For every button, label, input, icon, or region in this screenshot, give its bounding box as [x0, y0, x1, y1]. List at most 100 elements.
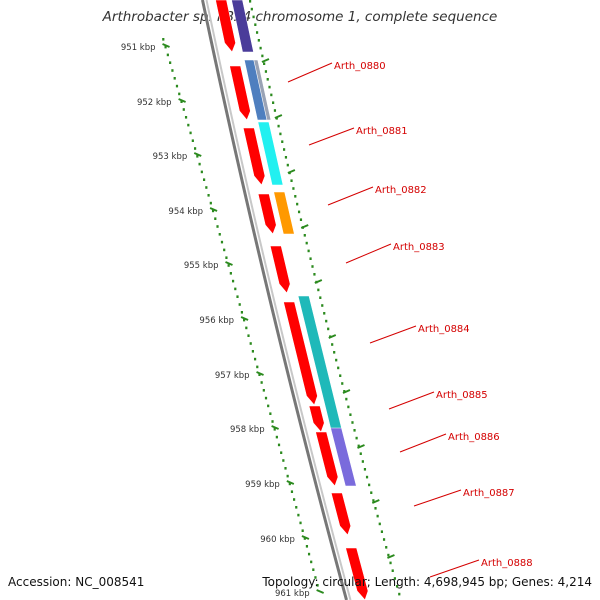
scale-dot	[264, 396, 268, 400]
feature-dot	[319, 296, 322, 299]
cds-arrow	[345, 547, 369, 600]
scale-dot	[196, 155, 199, 158]
feature-dot	[327, 327, 330, 331]
scale-dot	[301, 529, 304, 532]
feature-dot	[378, 522, 381, 526]
scale-dot	[314, 576, 317, 579]
feature-dot	[343, 390, 346, 393]
scale-dot	[251, 350, 254, 353]
feature-dot	[270, 93, 273, 97]
feature-dot	[380, 530, 384, 533]
feature-dot	[341, 382, 344, 385]
feature-tick	[287, 169, 296, 174]
accession-label: Accession: NC_008541	[8, 575, 145, 589]
scale-dot	[175, 84, 179, 88]
feature-dot	[313, 273, 316, 276]
scale-dot	[225, 256, 228, 259]
feature-dot	[385, 546, 388, 549]
feature-dot	[389, 561, 392, 565]
scale-dot	[316, 584, 319, 587]
scale-dot	[229, 272, 232, 275]
kbp-tick	[271, 425, 279, 430]
feature-dot	[275, 117, 278, 120]
cds-arrow	[269, 245, 291, 294]
scale-dot	[267, 404, 270, 408]
gene-leader-line	[327, 186, 374, 206]
gene-leader-line	[345, 243, 392, 264]
feature-tick	[387, 554, 395, 559]
kbp-label: 958 kbp	[230, 425, 265, 435]
cds-arrow	[229, 65, 251, 121]
feature-dot	[284, 156, 288, 159]
scale-dot	[262, 389, 265, 392]
scale-dot	[211, 209, 215, 213]
genome-summary: Topology: circular; Length: 4,698,945 bp…	[262, 575, 592, 589]
scale-dot	[231, 279, 235, 283]
backbone-highlight	[205, 0, 352, 600]
scale-dot	[293, 498, 296, 501]
kbp-tick	[316, 589, 325, 594]
scale-dot	[290, 490, 294, 493]
feature-dot	[250, 7, 253, 11]
cog-bar	[330, 427, 357, 487]
scale-dot	[247, 334, 250, 337]
gene-leader-line	[399, 433, 447, 453]
feature-dot	[254, 23, 257, 26]
scale-dot	[164, 45, 167, 49]
feature-dot	[292, 187, 295, 190]
kbp-label: 957 kbp	[215, 371, 250, 381]
scale-dot	[218, 233, 221, 236]
scale-dot	[171, 69, 174, 72]
feature-dot	[382, 538, 386, 541]
feature-dot	[359, 452, 362, 455]
feature-dot	[321, 304, 324, 307]
feature-dot	[365, 475, 369, 479]
scale-dot	[310, 560, 313, 564]
kbp-tick	[193, 152, 202, 157]
scale-dot	[193, 147, 197, 150]
gene-leader-line	[388, 391, 435, 410]
feature-dot	[335, 358, 338, 362]
scale-dot	[312, 568, 315, 571]
scale-dot	[234, 287, 237, 291]
feature-dot	[311, 265, 314, 268]
kbp-label: 952 kbp	[137, 98, 172, 108]
scale-dot	[258, 373, 261, 376]
scale-dot	[253, 357, 257, 361]
scale-dot	[243, 318, 246, 322]
scale-dot	[305, 545, 309, 548]
kbp-tick	[240, 316, 249, 321]
kbp-tick	[178, 98, 186, 103]
feature-tick	[274, 114, 283, 119]
kbp-tick	[301, 535, 310, 540]
gene-leader-line	[369, 325, 417, 344]
feature-dot	[255, 31, 259, 34]
feature-dot	[273, 109, 277, 112]
scale-dot	[282, 459, 285, 462]
feature-dot	[376, 514, 379, 518]
feature-dot	[252, 15, 255, 19]
scale-dot	[236, 295, 239, 298]
feature-dot	[339, 374, 342, 377]
gene-label: Arth_0887	[463, 488, 515, 499]
scale-dot	[297, 513, 300, 517]
gene-label: Arth_0885	[436, 390, 488, 401]
feature-dot	[355, 436, 358, 440]
feature-dot	[317, 288, 320, 292]
feature-dot	[398, 592, 401, 596]
kbp-label: 959 kbp	[245, 480, 280, 490]
feature-dot	[264, 70, 268, 73]
feature-dot	[277, 124, 280, 128]
gene-label: Arth_0886	[448, 432, 500, 443]
gene-label: Arth_0880	[334, 61, 386, 72]
cds-arrow	[283, 301, 318, 406]
scale-dot	[205, 186, 208, 189]
feature-dot	[331, 343, 334, 346]
scale-dot	[286, 474, 289, 478]
scale-dot	[180, 100, 183, 103]
kbp-tick	[256, 371, 264, 376]
feature-dot	[268, 85, 271, 89]
feature-dot	[368, 483, 371, 487]
feature-dot	[363, 468, 367, 471]
